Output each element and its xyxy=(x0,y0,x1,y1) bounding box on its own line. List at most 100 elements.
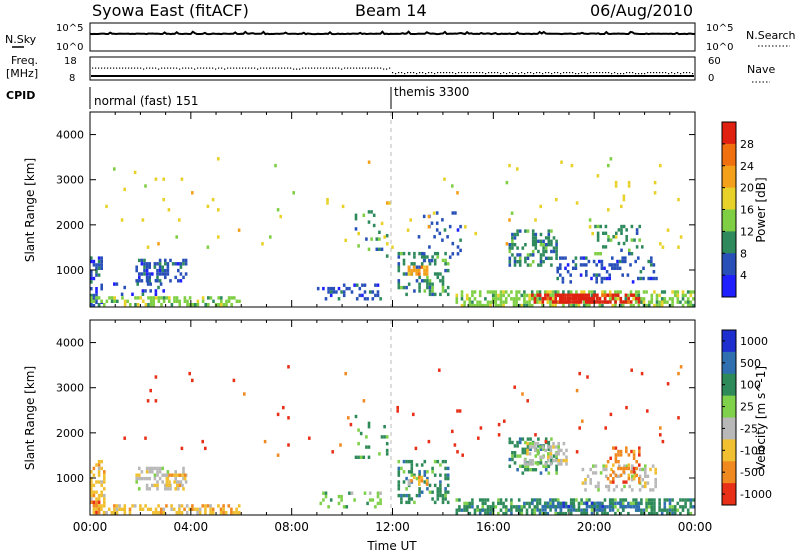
velocity-cell xyxy=(347,416,350,420)
power-cell xyxy=(439,272,442,276)
power-cell xyxy=(681,293,685,298)
power-cell xyxy=(142,299,145,303)
velocity-cell xyxy=(528,501,531,506)
y-tick-label: 1000 xyxy=(56,472,84,485)
velocity-cell xyxy=(609,412,613,417)
velocity-cell xyxy=(627,511,630,516)
velocity-cell xyxy=(90,480,93,484)
velocity-cell xyxy=(397,470,401,474)
power-cell xyxy=(168,299,171,303)
velocity-cell xyxy=(418,470,421,474)
velocity-cell xyxy=(518,454,522,458)
power-cell xyxy=(157,242,160,246)
velocity-cell xyxy=(418,482,421,486)
velocity-cell xyxy=(151,470,154,474)
velocity-cell xyxy=(627,473,631,477)
power-cell xyxy=(546,290,550,294)
velocity-cell xyxy=(154,399,158,403)
velocity-cell xyxy=(592,464,595,468)
power-cell xyxy=(136,303,140,307)
power-cell xyxy=(428,262,432,266)
power-cell xyxy=(427,214,431,219)
velocity-cell xyxy=(100,459,103,464)
velocity-cell xyxy=(166,487,170,491)
power-cell xyxy=(499,303,503,308)
velocity-cell xyxy=(481,501,485,506)
colorbar-swatch xyxy=(722,439,736,462)
velocity-cell xyxy=(637,508,641,512)
velocity-cell xyxy=(679,511,682,516)
power-cell xyxy=(579,293,583,297)
velocity-cell xyxy=(123,507,127,511)
nave-point xyxy=(155,67,157,69)
power-cell xyxy=(596,231,600,235)
power-cell xyxy=(508,249,512,254)
velocity-cell xyxy=(632,453,636,457)
velocity-cell xyxy=(529,437,532,441)
velocity-cell xyxy=(623,484,626,489)
power-cell xyxy=(371,297,375,301)
velocity-cell xyxy=(627,504,630,509)
power-cell xyxy=(508,218,511,222)
velocity-cell xyxy=(617,449,620,454)
velocity-cell xyxy=(156,466,159,471)
velocity-cell xyxy=(580,508,583,512)
power-cell xyxy=(629,263,632,267)
velocity-cell xyxy=(638,477,641,481)
velocity-cell xyxy=(564,501,568,506)
nave-point xyxy=(296,68,298,70)
velocity-cell xyxy=(668,505,672,509)
velocity-cell xyxy=(113,511,116,515)
nave-point xyxy=(419,72,421,74)
power-cell xyxy=(436,272,440,276)
power-cell xyxy=(428,258,431,263)
velocity-cell xyxy=(444,459,447,464)
velocity-cell xyxy=(379,501,382,506)
power-cell xyxy=(422,258,426,263)
velocity-cell xyxy=(156,483,159,488)
velocity-cell xyxy=(645,508,648,512)
power-cell xyxy=(551,297,555,301)
velocity-cell xyxy=(100,493,103,498)
date-label: 06/Aug/2010 xyxy=(590,1,693,20)
velocity-cell xyxy=(622,470,625,474)
velocity-cell xyxy=(153,476,157,481)
power-cell xyxy=(103,303,106,307)
velocity-cell xyxy=(612,446,615,450)
velocity-cell xyxy=(481,498,485,502)
power-cell xyxy=(95,296,98,300)
power-cell xyxy=(486,300,490,304)
power-cell xyxy=(542,239,545,243)
velocity-cell xyxy=(593,508,597,512)
power-cell xyxy=(637,296,641,301)
power-cell xyxy=(329,290,333,294)
power-cell xyxy=(515,300,518,304)
velocity-cell xyxy=(619,466,623,471)
power-cell xyxy=(584,296,588,301)
velocity-cell xyxy=(441,497,445,501)
power-cell xyxy=(585,303,589,308)
power-cell xyxy=(497,303,500,308)
nave-point xyxy=(449,72,451,74)
velocity-cell xyxy=(549,452,553,456)
power-cell xyxy=(162,197,165,202)
velocity-cell xyxy=(518,437,522,441)
power-cell xyxy=(635,231,639,235)
freq-axis-top-left: 18 xyxy=(64,56,77,67)
power-cell xyxy=(546,296,550,301)
power-cell xyxy=(542,249,545,254)
power-cell xyxy=(143,272,146,276)
nsky-label: N.Sky xyxy=(5,33,37,46)
power-cell xyxy=(441,238,444,242)
velocity-cell xyxy=(397,466,401,471)
velocity-cell xyxy=(502,505,505,509)
power-cell xyxy=(156,279,159,283)
velocity-cell xyxy=(538,511,542,516)
velocity-cell xyxy=(677,371,680,376)
velocity-cell xyxy=(148,476,151,481)
velocity-cell xyxy=(446,476,450,481)
velocity-cell xyxy=(666,498,669,502)
velocity-cell xyxy=(412,475,416,480)
velocity-cell xyxy=(92,504,96,508)
power-cell xyxy=(217,157,220,161)
